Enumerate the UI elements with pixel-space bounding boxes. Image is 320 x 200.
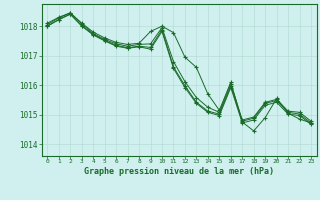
X-axis label: Graphe pression niveau de la mer (hPa): Graphe pression niveau de la mer (hPa) xyxy=(84,167,274,176)
